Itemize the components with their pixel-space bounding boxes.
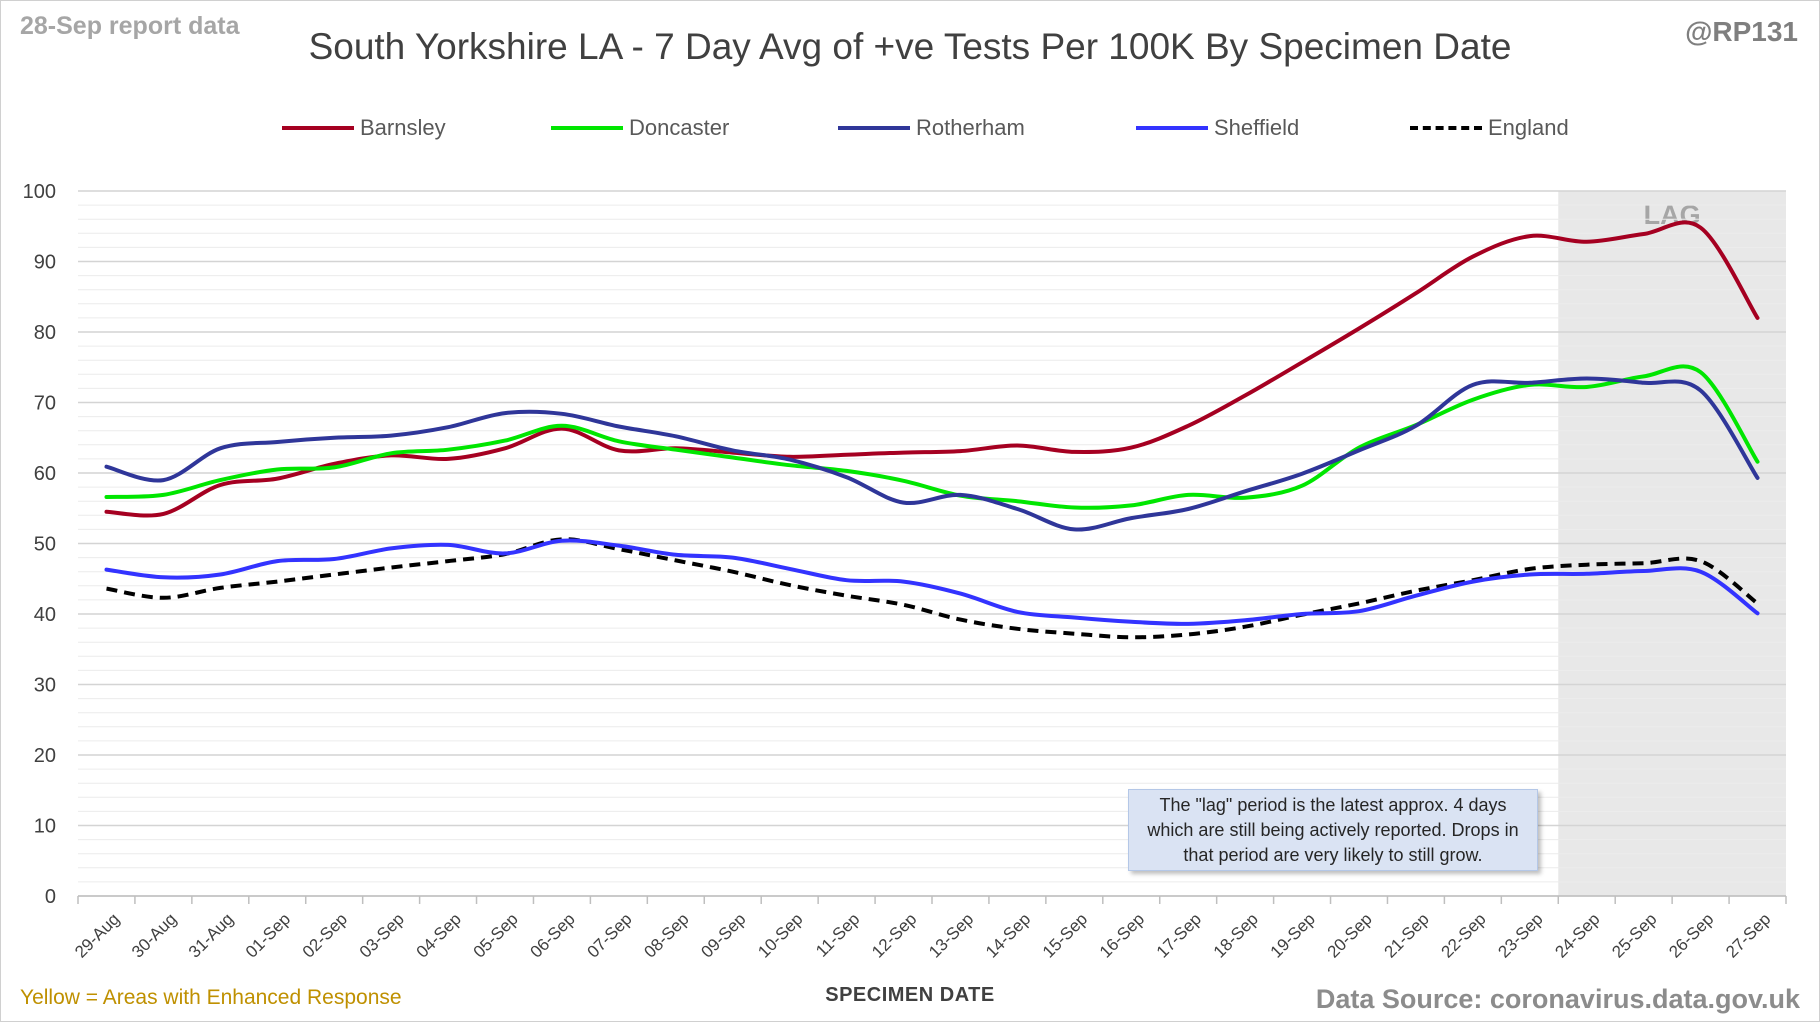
x-tick-label: 03-Sep (356, 909, 408, 961)
x-tick-label: 14-Sep (982, 909, 1034, 961)
legend-swatch (838, 126, 910, 130)
x-tick-label: 17-Sep (1153, 909, 1205, 961)
legend-swatch (551, 126, 623, 130)
legend-label: Sheffield (1214, 115, 1300, 140)
legend-label: Doncaster (629, 115, 730, 140)
x-tick-label: 20-Sep (1324, 909, 1376, 961)
x-tick-label: 07-Sep (583, 909, 635, 961)
x-axis-title: SPECIMEN DATE (825, 984, 995, 1006)
lag-note-box: The "lag" period is the latest approx. 4… (1128, 789, 1538, 871)
legend-item-barnsley: Barnsley (282, 112, 446, 144)
y-tick-label: 60 (34, 463, 56, 485)
report-date: 28-Sep report data (20, 12, 240, 40)
x-tick-label: 01-Sep (242, 909, 294, 961)
legend-swatch (282, 126, 354, 130)
x-tick-label: 25-Sep (1608, 909, 1660, 961)
legend-label: Barnsley (360, 115, 446, 140)
x-tick-label: 06-Sep (527, 909, 579, 961)
legend: Barnsley Doncaster Rotherham Sheffield E… (0, 112, 1820, 144)
y-tick-label: 50 (34, 534, 56, 556)
x-tick-label: 10-Sep (754, 909, 806, 961)
x-tick-label: 05-Sep (470, 909, 522, 961)
legend-label: Rotherham (916, 115, 1025, 140)
author-handle: @RP131 (1685, 16, 1798, 47)
x-tick-label: 31-Aug (185, 909, 237, 961)
x-tick-label: 23-Sep (1494, 909, 1546, 961)
y-tick-label: 20 (34, 745, 56, 767)
x-tick-label: 19-Sep (1267, 909, 1319, 961)
legend-label: England (1488, 115, 1569, 140)
y-tick-label: 80 (34, 322, 56, 344)
x-tick-label: 04-Sep (413, 909, 465, 961)
y-tick-label: 100 (23, 181, 56, 203)
series-line-rotherham (104, 376, 1760, 532)
x-tick-label: 29-Aug (71, 909, 123, 961)
x-tick-label: 21-Sep (1381, 909, 1433, 961)
series-line-sheffield (104, 538, 1760, 626)
legend-item-doncaster: Doncaster (551, 112, 729, 144)
x-tick-label: 18-Sep (1210, 909, 1262, 961)
series-line-doncaster (104, 364, 1760, 510)
x-tick-label: 24-Sep (1551, 909, 1603, 961)
data-source: Data Source: coronavirus.data.gov.uk (1315, 984, 1800, 1014)
chart-title: South Yorkshire LA - 7 Day Avg of +ve Te… (308, 26, 1512, 67)
x-tick-label: 11-Sep (812, 909, 863, 960)
x-tick-label: 13-Sep (925, 909, 977, 961)
x-tick-label: 16-Sep (1096, 909, 1148, 961)
y-tick-label: 40 (34, 604, 56, 626)
footnote: Yellow = Areas with Enhanced Response (20, 986, 402, 1009)
x-tick-label: 12-Sep (868, 909, 920, 961)
x-tick-label: 27-Sep (1722, 909, 1774, 961)
legend-item-sheffield: Sheffield (1136, 112, 1299, 144)
y-tick-label: 70 (34, 393, 56, 415)
x-tick-label: 08-Sep (640, 909, 692, 961)
legend-item-rotherham: Rotherham (838, 112, 1025, 144)
legend-swatch (1136, 126, 1208, 130)
y-tick-label: 0 (45, 886, 56, 908)
y-tick-label: 90 (34, 252, 56, 274)
x-tick-label: 26-Sep (1665, 909, 1717, 961)
x-tick-label: 02-Sep (299, 909, 351, 961)
legend-swatch (1410, 126, 1482, 130)
x-tick-label: 30-Aug (128, 909, 180, 961)
x-tick-label: 09-Sep (697, 909, 749, 961)
y-tick-label: 30 (34, 675, 56, 697)
x-tick-label: 22-Sep (1437, 909, 1489, 961)
y-tick-label: 10 (34, 816, 56, 838)
series-line-barnsley (104, 220, 1760, 518)
legend-item-england: England (1410, 112, 1569, 144)
x-tick-label: 15-Sep (1039, 909, 1091, 961)
